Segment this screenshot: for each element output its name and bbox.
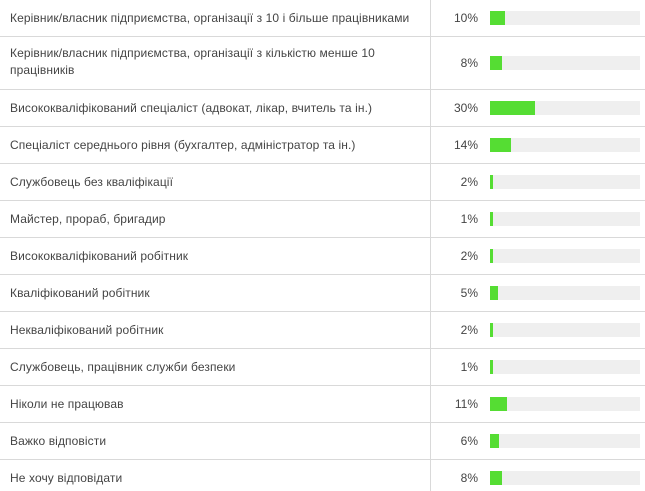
percent-value: 8% bbox=[460, 56, 478, 70]
answer-label: Кваліфікований робітник bbox=[10, 286, 150, 300]
column-divider bbox=[430, 127, 431, 163]
bar-track bbox=[490, 360, 640, 374]
column-divider bbox=[430, 90, 431, 126]
bar-track bbox=[490, 11, 640, 25]
bar-fill bbox=[490, 471, 502, 485]
table-row: Керівник/власник підприємства, організац… bbox=[0, 0, 645, 37]
percent-value: 2% bbox=[460, 175, 478, 189]
column-divider bbox=[430, 238, 431, 274]
column-divider bbox=[430, 423, 431, 459]
column-divider bbox=[430, 386, 431, 422]
bar-fill bbox=[490, 101, 535, 115]
table-row: Ніколи не працював 11% bbox=[0, 386, 645, 423]
column-divider bbox=[430, 201, 431, 237]
bar-track bbox=[490, 138, 640, 152]
column-divider bbox=[430, 0, 431, 36]
column-divider bbox=[430, 349, 431, 385]
percent-value: 11% bbox=[454, 397, 478, 411]
table-row: Майстер, прораб, бригадир 1% bbox=[0, 201, 645, 238]
bar-track bbox=[490, 101, 640, 115]
column-divider bbox=[430, 460, 431, 491]
answer-label: Висококваліфікований робітник bbox=[10, 249, 189, 263]
column-divider bbox=[430, 164, 431, 200]
percent-value: 30% bbox=[453, 101, 478, 115]
bar-track bbox=[490, 56, 640, 70]
bar-track bbox=[490, 397, 640, 411]
table-row: Некваліфікований робітник 2% bbox=[0, 312, 645, 349]
answer-label: Висококваліфікований спеціаліст (адвокат… bbox=[10, 101, 373, 115]
answer-label: Керівник/власник підприємства, організац… bbox=[10, 46, 375, 77]
bar-track bbox=[490, 471, 640, 485]
table-row: Не хочу відповідати 8% bbox=[0, 460, 645, 491]
bar-fill bbox=[490, 212, 493, 226]
bar-fill bbox=[490, 360, 493, 374]
table-row: Спеціаліст середнього рівня (бухгалтер, … bbox=[0, 127, 645, 164]
table-row: Висококваліфікований робітник 2% bbox=[0, 238, 645, 275]
percent-value: 14% bbox=[453, 138, 478, 152]
percent-value: 2% bbox=[460, 323, 478, 337]
bar-fill bbox=[490, 249, 493, 263]
bar-fill bbox=[490, 397, 507, 411]
answer-label: Службовець без кваліфікації bbox=[10, 175, 174, 189]
answer-label: Некваліфікований робітник bbox=[10, 323, 164, 337]
answer-label: Важко відповісти bbox=[10, 434, 107, 448]
percent-value: 6% bbox=[460, 434, 478, 448]
table-row: Важко відповісти 6% bbox=[0, 423, 645, 460]
column-divider bbox=[430, 37, 431, 89]
percent-value: 1% bbox=[460, 360, 478, 374]
table-row: Керівник/власник підприємства, організац… bbox=[0, 37, 645, 90]
percent-value: 8% bbox=[460, 471, 478, 485]
table-row: Службовець, працівник служби безпеки 1% bbox=[0, 349, 645, 386]
bar-track bbox=[490, 175, 640, 189]
bar-fill bbox=[490, 11, 505, 25]
answer-label: Керівник/власник підприємства, організац… bbox=[10, 11, 410, 25]
percent-value: 5% bbox=[460, 286, 478, 300]
percent-value: 10% bbox=[453, 11, 478, 25]
table-row: Висококваліфікований спеціаліст (адвокат… bbox=[0, 90, 645, 127]
bar-fill bbox=[490, 323, 493, 337]
column-divider bbox=[430, 275, 431, 311]
percent-value: 1% bbox=[460, 212, 478, 226]
answer-label: Майстер, прораб, бригадир bbox=[10, 212, 166, 226]
bar-fill bbox=[490, 175, 493, 189]
answer-label: Не хочу відповідати bbox=[10, 471, 123, 485]
table-row: Службовець без кваліфікації 2% bbox=[0, 164, 645, 201]
column-divider bbox=[430, 312, 431, 348]
answer-label: Службовець, працівник служби безпеки bbox=[10, 360, 236, 374]
answer-label: Спеціаліст середнього рівня (бухгалтер, … bbox=[10, 138, 356, 152]
bar-fill bbox=[490, 434, 499, 448]
percent-value: 2% bbox=[460, 249, 478, 263]
bar-track bbox=[490, 212, 640, 226]
table-row: Кваліфікований робітник 5% bbox=[0, 275, 645, 312]
bar-fill bbox=[490, 286, 498, 300]
bar-track bbox=[490, 249, 640, 263]
answer-label: Ніколи не працював bbox=[10, 397, 124, 411]
bar-fill bbox=[490, 56, 502, 70]
bar-fill bbox=[490, 138, 511, 152]
bar-track bbox=[490, 286, 640, 300]
bar-track bbox=[490, 434, 640, 448]
bar-track bbox=[490, 323, 640, 337]
